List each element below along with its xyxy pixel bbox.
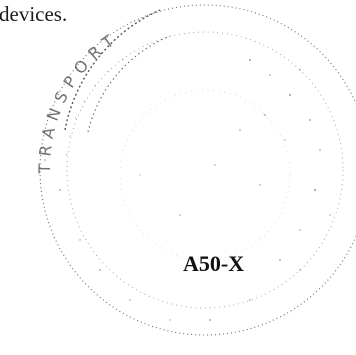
document-code: A50-X — [183, 251, 245, 276]
body-text-fragment: devices. — [0, 2, 68, 26]
svg-text:TRANSPORT: TRANSPORT — [35, 27, 123, 174]
